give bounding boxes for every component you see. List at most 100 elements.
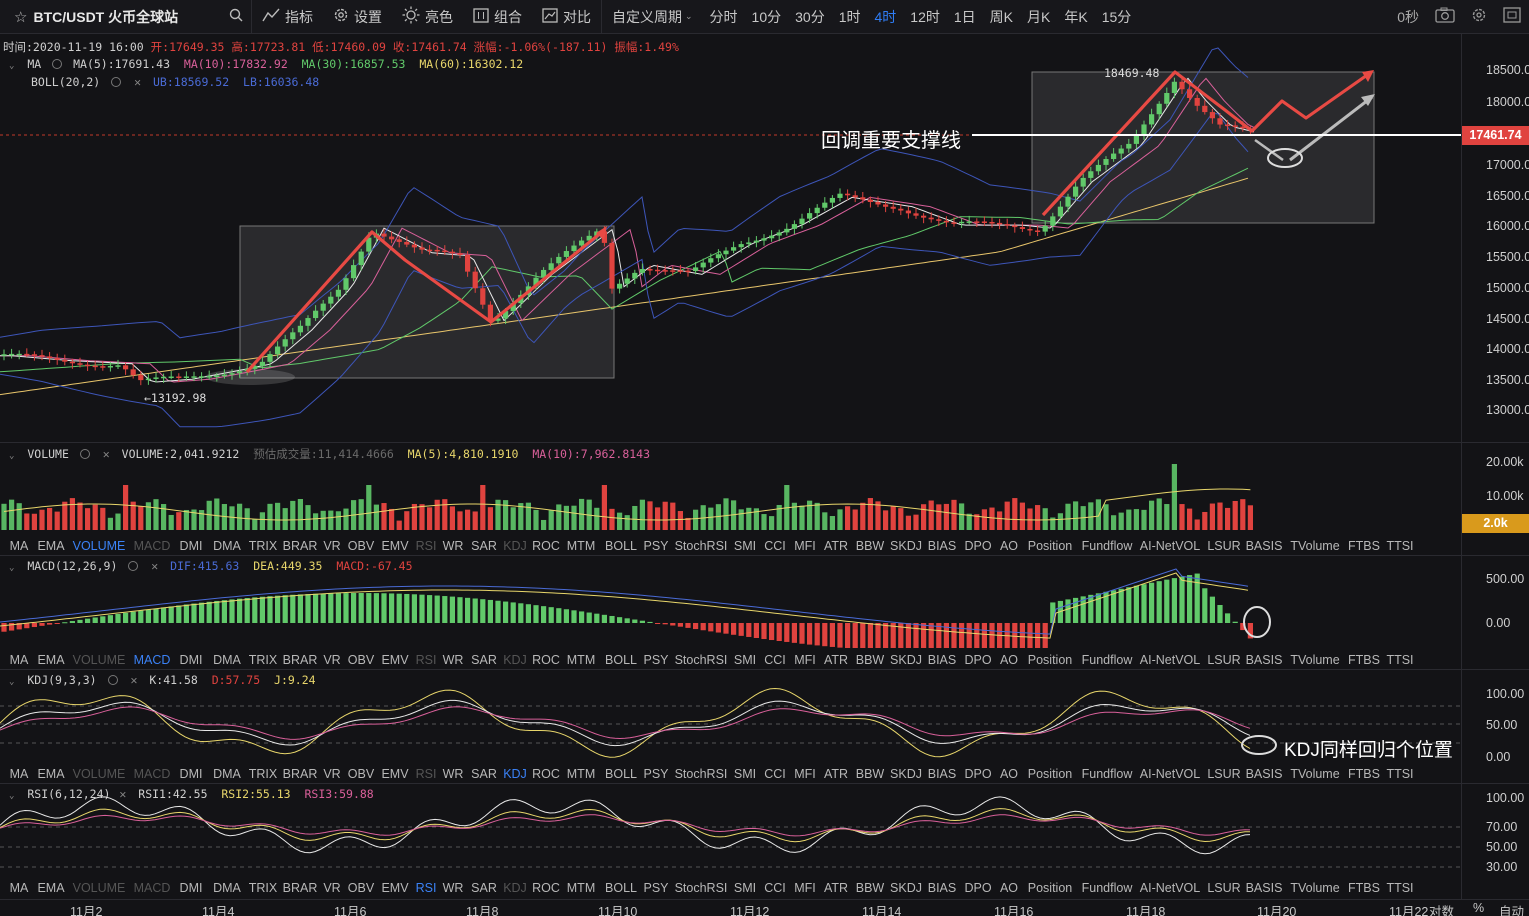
chevron-down-icon[interactable]: ⌄	[9, 677, 15, 687]
tab-ftbs[interactable]: FTBS	[1348, 767, 1380, 781]
tab-wr[interactable]: WR	[442, 881, 464, 895]
tab-brar[interactable]: BRAR	[282, 539, 318, 553]
tab-basis[interactable]: BASIS	[1245, 767, 1283, 781]
tab-trix[interactable]: TRIX	[248, 767, 278, 781]
tab-bias[interactable]: BIAS	[927, 653, 957, 667]
tab-boll[interactable]: BOLL	[605, 767, 637, 781]
tab-skdj[interactable]: SKDJ	[890, 653, 922, 667]
tab-skdj[interactable]: SKDJ	[890, 539, 922, 553]
tab-ema[interactable]: EMA	[37, 767, 65, 781]
tab-lsur[interactable]: LSUR	[1207, 881, 1241, 895]
brightness-button[interactable]: 亮色	[392, 0, 463, 34]
tab-boll[interactable]: BOLL	[605, 653, 637, 667]
search-icon[interactable]	[229, 8, 243, 25]
tab-mfi[interactable]: MFI	[794, 539, 816, 553]
tab-brar[interactable]: BRAR	[282, 881, 318, 895]
tab-cci[interactable]: CCI	[764, 767, 786, 781]
tab-stochrsi[interactable]: StochRSI	[674, 881, 728, 895]
tab-ai-netvol[interactable]: AI-NetVOL	[1139, 767, 1201, 781]
chevron-down-icon[interactable]: ⌄	[9, 451, 15, 461]
tab-sar[interactable]: SAR	[471, 539, 497, 553]
tab-trix[interactable]: TRIX	[248, 881, 278, 895]
tab-emv[interactable]: EMV	[381, 653, 409, 667]
close-icon[interactable]: ✕	[102, 447, 110, 461]
tab-sar[interactable]: SAR	[471, 767, 497, 781]
tab-kdj[interactable]: KDJ	[503, 767, 527, 781]
star-icon[interactable]: ☆	[14, 8, 28, 26]
tab-trix[interactable]: TRIX	[248, 653, 278, 667]
tab-fundflow[interactable]: Fundflow	[1081, 653, 1133, 667]
settings-button[interactable]: 设置	[323, 0, 392, 34]
tab-stochrsi[interactable]: StochRSI	[674, 767, 728, 781]
tab-ao[interactable]: AO	[999, 653, 1019, 667]
camera-icon[interactable]	[1435, 7, 1455, 26]
tab-ema[interactable]: EMA	[37, 539, 65, 553]
custom-period-dropdown[interactable]: 自定义周期 ⌄	[602, 0, 703, 34]
tab-ma[interactable]: MA	[9, 881, 29, 895]
period-0[interactable]: 分时	[709, 8, 738, 25]
tab-tvolume[interactable]: TVolume	[1290, 767, 1340, 781]
tab-kdj[interactable]: KDJ	[503, 653, 527, 667]
tab-macd[interactable]: MACD	[133, 539, 171, 553]
tab-skdj[interactable]: SKDJ	[890, 881, 922, 895]
tab-ai-netvol[interactable]: AI-NetVOL	[1139, 653, 1201, 667]
tab-bias[interactable]: BIAS	[927, 881, 957, 895]
tab-macd[interactable]: MACD	[133, 653, 171, 667]
tab-emv[interactable]: EMV	[381, 767, 409, 781]
tab-kdj[interactable]: KDJ	[503, 881, 527, 895]
tab-trix[interactable]: TRIX	[248, 539, 278, 553]
tab-dpo[interactable]: DPO	[964, 767, 992, 781]
settings-icon[interactable]	[1471, 7, 1487, 26]
rsi-chart[interactable]	[0, 784, 1462, 876]
tab-dma[interactable]: DMA	[213, 881, 241, 895]
tab-lsur[interactable]: LSUR	[1207, 653, 1241, 667]
tab-stochrsi[interactable]: StochRSI	[674, 539, 728, 553]
kdj-chart[interactable]	[0, 670, 1462, 762]
tab-mtm[interactable]: MTM	[566, 767, 596, 781]
tab-fundflow[interactable]: Fundflow	[1081, 881, 1133, 895]
tab-bbw[interactable]: BBW	[855, 653, 885, 667]
tab-atr[interactable]: ATR	[823, 653, 849, 667]
gear-icon[interactable]	[107, 675, 118, 685]
tab-vr[interactable]: VR	[323, 539, 341, 553]
tab-volume[interactable]: VOLUME	[72, 881, 126, 895]
tab-lsur[interactable]: LSUR	[1207, 767, 1241, 781]
tab-roc[interactable]: ROC	[532, 881, 560, 895]
period-7[interactable]: 周K	[989, 8, 1014, 25]
gear-icon[interactable]	[128, 561, 139, 571]
tab-mfi[interactable]: MFI	[794, 767, 816, 781]
period-6[interactable]: 1日	[953, 8, 976, 25]
period-3[interactable]: 1时	[838, 8, 861, 25]
tab-macd[interactable]: MACD	[133, 881, 171, 895]
tab-position[interactable]: Position	[1027, 881, 1073, 895]
tab-dmi[interactable]: DMI	[179, 653, 203, 667]
tab-tvolume[interactable]: TVolume	[1290, 881, 1340, 895]
tab-boll[interactable]: BOLL	[605, 539, 637, 553]
tab-dpo[interactable]: DPO	[964, 881, 992, 895]
tab-ftbs[interactable]: FTBS	[1348, 881, 1380, 895]
tab-psy[interactable]: PSY	[643, 881, 669, 895]
tab-psy[interactable]: PSY	[643, 653, 669, 667]
tab-kdj[interactable]: KDJ	[503, 539, 527, 553]
tab-sar[interactable]: SAR	[471, 881, 497, 895]
tab-sar[interactable]: SAR	[471, 653, 497, 667]
volume-chart[interactable]	[0, 458, 1462, 533]
tab-boll[interactable]: BOLL	[605, 881, 637, 895]
tab-dma[interactable]: DMA	[213, 539, 241, 553]
tab-volume[interactable]: VOLUME	[72, 653, 126, 667]
log-toggle[interactable]: 对数	[1429, 905, 1455, 916]
tab-dpo[interactable]: DPO	[964, 653, 992, 667]
tab-obv[interactable]: OBV	[347, 539, 375, 553]
tab-fundflow[interactable]: Fundflow	[1081, 539, 1133, 553]
tab-atr[interactable]: ATR	[823, 539, 849, 553]
fullscreen-icon[interactable]	[1503, 7, 1521, 26]
tab-tvolume[interactable]: TVolume	[1290, 539, 1340, 553]
tab-ai-netvol[interactable]: AI-NetVOL	[1139, 881, 1201, 895]
tab-basis[interactable]: BASIS	[1245, 539, 1283, 553]
tab-ao[interactable]: AO	[999, 881, 1019, 895]
period-10[interactable]: 15分	[1101, 8, 1132, 25]
indicators-button[interactable]: 指标	[252, 0, 323, 34]
tab-vr[interactable]: VR	[323, 653, 341, 667]
tab-ftbs[interactable]: FTBS	[1348, 539, 1380, 553]
gear-icon[interactable]	[52, 59, 63, 69]
